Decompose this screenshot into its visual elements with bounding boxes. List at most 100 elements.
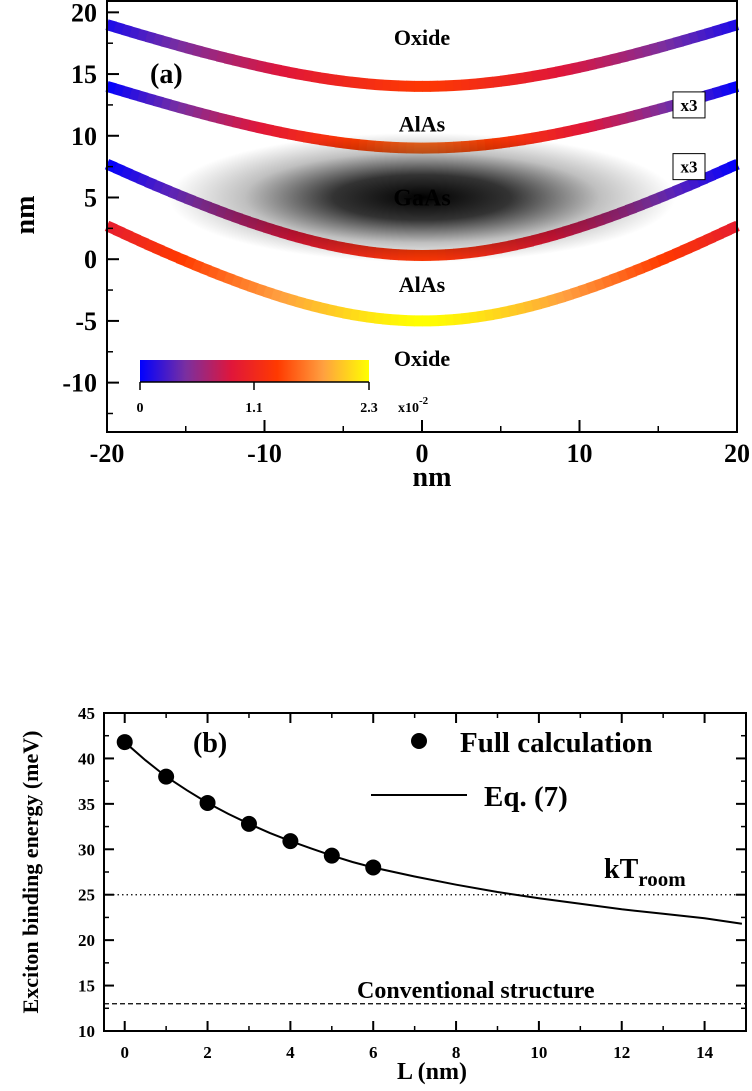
layer-label: GaAs [393, 185, 450, 211]
layer-label: AlAs [399, 272, 446, 297]
interface-segment [176, 101, 188, 115]
interface-segment [703, 169, 717, 184]
interface-segment [144, 31, 157, 45]
interface-segment [672, 183, 685, 197]
interface-segment [137, 90, 149, 104]
interface-segment [633, 46, 645, 60]
interface-segment [271, 63, 282, 76]
interface-segment [144, 238, 157, 253]
interface-segment [711, 166, 724, 180]
interface-segment [152, 242, 165, 257]
interface-segment [294, 295, 306, 309]
interface-segment [617, 50, 629, 64]
y-tick-label: 15 [71, 60, 97, 89]
interface-segment [318, 72, 329, 85]
interface-segment [239, 118, 251, 131]
panel-b: 0 2 4 6 8 10 12 14 10 15 20 25 30 35 40 45 (b) Full cal… [18, 704, 747, 1085]
y-tick-label: 0 [84, 245, 97, 274]
x-tick-label: 4 [286, 1043, 295, 1062]
interface-segment [656, 40, 669, 53]
interface-segment [231, 274, 244, 289]
interface-segment [696, 28, 708, 42]
x-tick-label: 10 [567, 439, 593, 468]
interface-segment [239, 56, 251, 70]
interface-segment [719, 224, 732, 239]
interface-segment [491, 307, 503, 320]
interface-segment [310, 71, 322, 84]
interface-segment [302, 69, 314, 82]
interface-segment [310, 300, 322, 313]
interface-segment [144, 92, 157, 106]
interface-segment [350, 76, 361, 89]
interface-segment [609, 114, 621, 127]
interface-segment [152, 179, 165, 194]
interface-segment [649, 103, 661, 117]
interface-segment [121, 85, 133, 99]
kt-room-label: kTroom [604, 854, 686, 891]
interface-segment [617, 268, 630, 283]
interface-segment [695, 235, 709, 250]
data-point [282, 833, 299, 850]
interface-segment [168, 37, 180, 51]
colorbar-gradient [140, 360, 369, 382]
interface-segment [160, 183, 173, 197]
interface-segment [112, 224, 126, 239]
multiplier-label: x3 [681, 158, 698, 177]
y-tick-label: 45 [78, 704, 95, 723]
data-point [323, 847, 340, 864]
interface-segment [192, 44, 204, 58]
interface-segment [625, 48, 637, 62]
panel-b-y-axis-label: Exciton binding energy (meV) [18, 731, 43, 1014]
y-tick-label: 20 [71, 0, 97, 27]
y-tick-label: 15 [78, 977, 95, 996]
interface-segment [586, 120, 597, 133]
y-tick-label: 10 [78, 1022, 95, 1041]
interface-segment [247, 58, 259, 71]
interface-segment [287, 128, 298, 141]
interface-segment [641, 106, 653, 119]
interface-segment [719, 21, 732, 35]
interface-segment [594, 56, 605, 70]
interface-segment [200, 46, 212, 60]
interface-segment [105, 19, 117, 33]
panel-a-ticks: -20 -10 0 10 20 20 15 10 5 0 -5 -10 [62, 0, 750, 468]
interface-segment [484, 308, 495, 322]
interface-segment [191, 259, 205, 273]
interface-segment [215, 50, 227, 64]
interface-segment [624, 265, 638, 280]
interface-segment [129, 88, 141, 102]
interface-segment [547, 128, 558, 141]
interface-segment [507, 73, 518, 86]
interface-segment [632, 262, 646, 277]
interface-segment [617, 112, 629, 126]
interface-segment [570, 123, 582, 137]
interface-segment [719, 162, 732, 177]
interface-segment [105, 81, 117, 95]
interface-segment [128, 231, 142, 246]
panel-a-label: (a) [150, 59, 183, 90]
interface-segment [342, 75, 353, 88]
data-point [158, 768, 175, 785]
x-tick-label: 20 [724, 439, 750, 468]
y-tick-label: 25 [78, 886, 95, 905]
interface-segment [703, 231, 717, 246]
data-point [365, 859, 382, 876]
interface-segment [523, 300, 535, 313]
interface-segment [633, 108, 645, 121]
interface-segment [539, 68, 550, 81]
layer-labels: Oxide AlAs GaAs AlAs Oxide [393, 25, 450, 371]
y-tick-label: 30 [78, 840, 95, 859]
interface-segment [366, 311, 377, 324]
interface-segment [515, 72, 526, 85]
interface-1 [105, 19, 740, 92]
interface-4 [104, 220, 740, 327]
colorbar-mid-label: 1.1 [245, 401, 263, 416]
interface-segment [192, 106, 204, 119]
interface-segment [121, 24, 133, 38]
interface-segment [129, 26, 141, 40]
interface-segment [453, 313, 463, 326]
x-tick-label: 0 [120, 1043, 129, 1062]
x-tick-label: 10 [530, 1043, 547, 1062]
interface-segment [656, 252, 669, 267]
